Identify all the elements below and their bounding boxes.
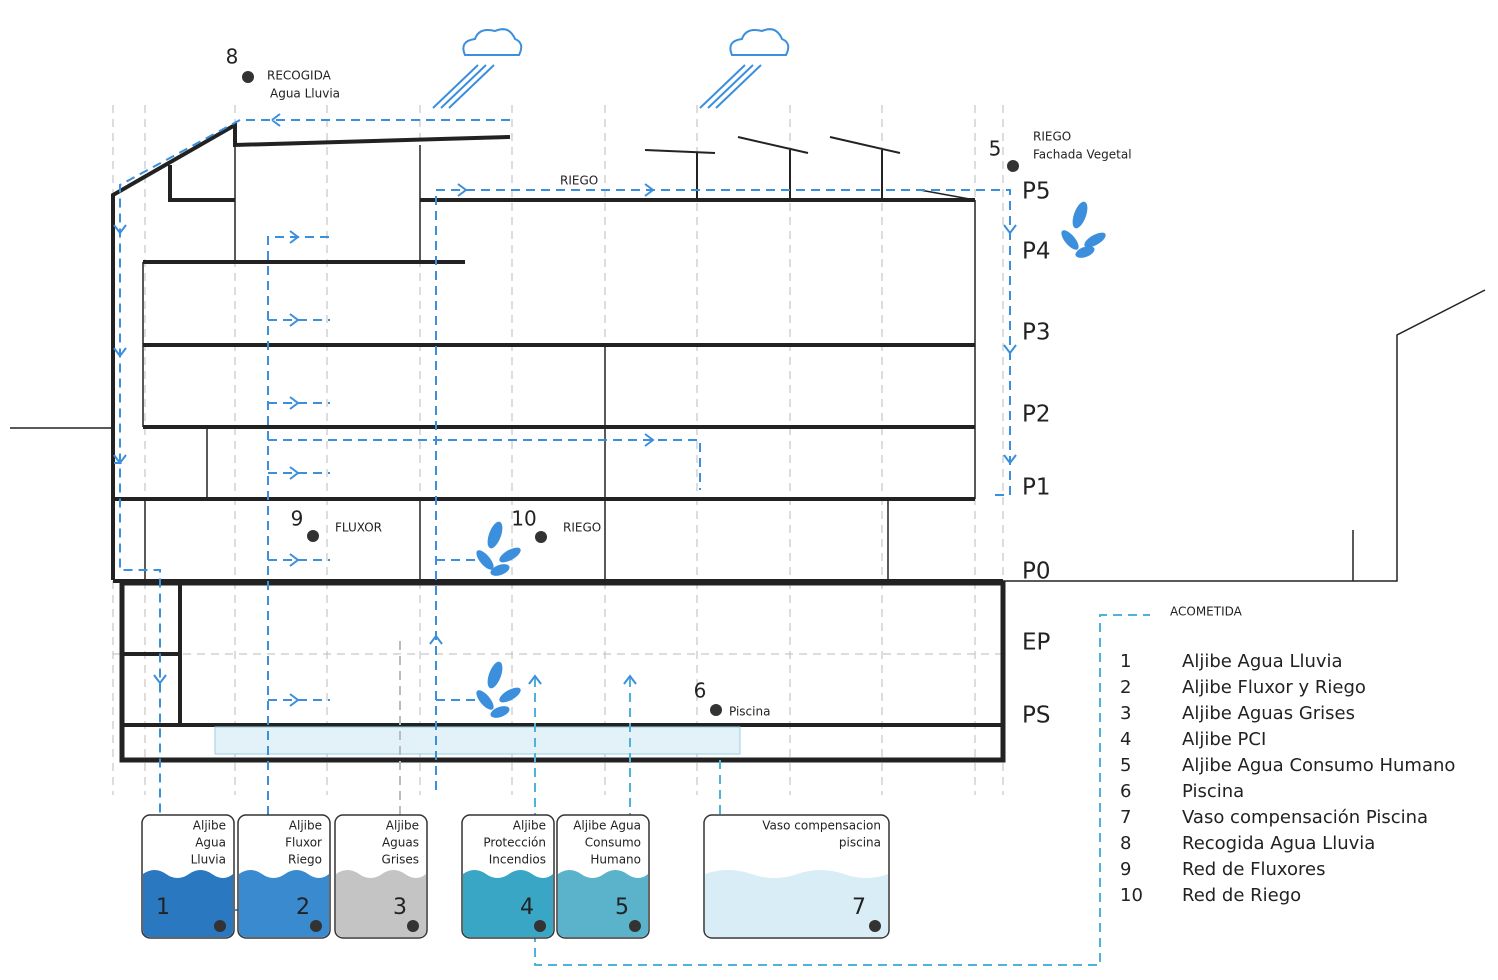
legend-number: 8 xyxy=(1120,833,1131,854)
tank-label: Fluxor xyxy=(285,836,322,850)
legend-label: Vaso compensación Piscina xyxy=(1182,807,1428,828)
legend-number: 4 xyxy=(1120,729,1131,750)
tank-label: Lluvia xyxy=(191,853,226,867)
legend-number: 3 xyxy=(1120,703,1131,724)
tank-label: Vaso compensacion xyxy=(762,819,881,833)
floor-label: P3 xyxy=(1022,320,1051,346)
legend-label: Aljibe Agua Consumo Humano xyxy=(1182,755,1455,776)
tank-number: 4 xyxy=(520,895,534,920)
tank-dot xyxy=(214,920,226,932)
tank-water xyxy=(143,870,233,937)
marker-dot xyxy=(242,71,254,83)
tank-dot xyxy=(407,920,419,932)
weather xyxy=(432,28,790,109)
floor-label: PS xyxy=(1022,703,1050,729)
grid xyxy=(112,105,1004,795)
tank-label: Consumo xyxy=(585,836,641,850)
legend-title: ACOMETIDA xyxy=(1170,605,1243,619)
tank-dot xyxy=(869,920,881,932)
tank-label: piscina xyxy=(839,836,881,850)
floor-label: P4 xyxy=(1022,239,1051,265)
tank-label: Agua xyxy=(195,836,226,850)
floor-label: P5 xyxy=(1022,179,1051,205)
labels: RIEGO xyxy=(560,174,598,188)
floor-label: P0 xyxy=(1022,559,1051,585)
tank-water xyxy=(336,870,426,937)
legend-label: Red de Riego xyxy=(1182,885,1301,906)
marker-dot xyxy=(535,531,547,543)
marker-number: 5 xyxy=(989,137,1002,161)
floor-label: P1 xyxy=(1022,475,1051,501)
marker-label: Agua Lluvia xyxy=(270,87,340,101)
legend-number: 5 xyxy=(1120,755,1131,776)
floor-label: P2 xyxy=(1022,402,1051,428)
floor-label: EP xyxy=(1022,630,1051,656)
marker-number: 6 xyxy=(694,679,707,703)
tank-water xyxy=(558,870,648,937)
legend-label: Aljibe PCI xyxy=(1182,729,1266,750)
tank-label: Riego xyxy=(288,853,322,867)
tank-number: 5 xyxy=(615,895,629,920)
marker-label: Fachada Vegetal xyxy=(1033,148,1132,162)
tank-number: 2 xyxy=(296,895,310,920)
legend-label: Aljibe Aguas Grises xyxy=(1182,703,1355,724)
tank-label: Grises xyxy=(382,853,419,867)
tank-water xyxy=(705,870,888,937)
marker-label: RECOGIDA xyxy=(267,69,332,83)
tank-label: Aguas xyxy=(382,836,419,850)
legend-number: 6 xyxy=(1120,781,1131,802)
pipes xyxy=(113,113,1150,966)
legend-label: Red de Fluxores xyxy=(1182,859,1325,880)
plants xyxy=(476,201,1106,718)
tank-dot xyxy=(534,920,546,932)
marker-dot xyxy=(1007,160,1019,172)
tank-label: Incendios xyxy=(489,853,546,867)
tank-dot xyxy=(310,920,322,932)
building xyxy=(10,121,1486,763)
legend-number: 10 xyxy=(1120,885,1143,906)
tank-dot xyxy=(629,920,641,932)
tank-water xyxy=(463,870,553,937)
marker-label: RIEGO xyxy=(1033,130,1071,144)
tank-label: Humano xyxy=(590,853,641,867)
tank-label: Aljibe Agua xyxy=(573,819,641,833)
marker-number: 10 xyxy=(511,507,536,531)
marker-number: 9 xyxy=(291,507,304,531)
marker-dot xyxy=(307,530,319,542)
tank-number: 7 xyxy=(852,895,866,920)
tank-label: Aljibe xyxy=(193,819,226,833)
tank-label: Aljibe xyxy=(289,819,322,833)
tank-number: 1 xyxy=(156,895,170,920)
tank-number: 3 xyxy=(393,895,407,920)
marker-label: FLUXOR xyxy=(335,521,382,535)
legend-label: Recogida Agua Lluvia xyxy=(1182,833,1375,854)
marker-label: Piscina xyxy=(729,705,770,719)
marker-label: RIEGO xyxy=(563,521,601,535)
tank-label: Aljibe xyxy=(386,819,419,833)
marker-number: 8 xyxy=(226,45,239,69)
legend-number: 1 xyxy=(1120,651,1131,672)
tank-label: Protección xyxy=(483,836,546,850)
legend-number: 7 xyxy=(1120,807,1131,828)
legend-label: Piscina xyxy=(1182,781,1244,802)
marker-dot xyxy=(710,704,722,716)
legend-label: Aljibe Agua Lluvia xyxy=(1182,651,1343,672)
legend-label: Aljibe Fluxor y Riego xyxy=(1182,677,1366,698)
legend-number: 2 xyxy=(1120,677,1131,698)
tank-water xyxy=(239,870,329,937)
tank-label: Aljibe xyxy=(513,819,546,833)
flow-label: RIEGO xyxy=(560,174,598,188)
legend-number: 9 xyxy=(1120,859,1131,880)
